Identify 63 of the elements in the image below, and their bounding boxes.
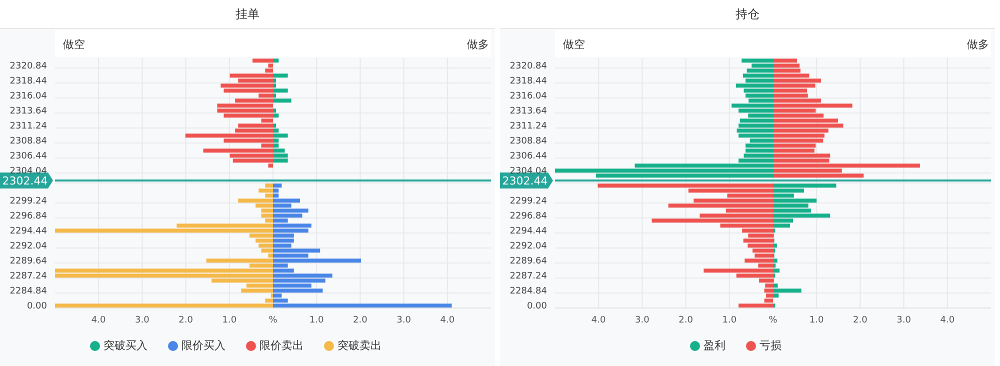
x-tick-label: 4.0 (91, 315, 106, 326)
y-tick-label: 2302.44 (2, 174, 48, 188)
bar (273, 58, 279, 63)
y-tick-label: 2294.44 (510, 226, 548, 237)
x-tick-label: % (768, 315, 778, 326)
x-tick-label: 1.0 (222, 315, 237, 326)
x-tick-label: 3.0 (635, 315, 650, 326)
x-tick-label: % (268, 315, 278, 326)
y-tick-label: 2287.24 (510, 272, 548, 282)
y-tick-label: 2316.04 (10, 92, 48, 102)
y-tick-label: 2289.64 (510, 256, 548, 267)
x-tick-label: 1.0 (722, 315, 737, 326)
y-tick-label: 2284.84 (10, 286, 48, 297)
y-tick-label: 2299.24 (10, 196, 48, 207)
legend-label: 限价买入 (182, 339, 226, 352)
y-tick-label: 2292.04 (10, 242, 48, 252)
y-tick-label: 2313.64 (10, 106, 48, 117)
y-tick-label: 2292.04 (510, 242, 548, 252)
y-tick-label: 2302.44 (502, 174, 548, 188)
y-tick-label: 2308.84 (10, 136, 48, 147)
y-tick-label: 2299.24 (510, 196, 548, 207)
y-tick-label: 2318.44 (510, 76, 548, 87)
y-tick-label: 2296.84 (510, 212, 548, 222)
legend-label: 突破卖出 (338, 339, 382, 352)
x-tick-label: 1.0 (309, 315, 324, 326)
y-tick-label: 2311.24 (510, 122, 548, 132)
text: 做空 (563, 37, 585, 52)
y-tick-label: 2311.24 (10, 122, 48, 132)
x-tick-label: 2.0 (178, 315, 194, 326)
y-tick-label: 2318.44 (10, 76, 48, 87)
x-tick-label: 3.0 (896, 315, 912, 326)
x-tick-label: 1.0 (809, 315, 824, 326)
legend-label: 亏损 (760, 339, 782, 352)
text: 做多 (467, 37, 489, 52)
x-tick-label: 2.0 (678, 315, 694, 326)
y-tick-label: 2296.84 (10, 212, 48, 222)
chart-title: 持仓 (500, 0, 995, 29)
x-tick-label: 2.0 (853, 315, 868, 326)
y-tick-label: 2306.44 (10, 152, 48, 162)
text: 做空 (63, 37, 85, 52)
legend-label: 限价卖出 (260, 339, 304, 352)
y-tick-label: 2306.44 (510, 152, 548, 162)
y-tick-label: 2289.64 (10, 256, 48, 267)
legend-label: 突破买入 (104, 339, 148, 352)
legend-label: 盈利 (704, 339, 726, 352)
x-tick-label: 3.0 (135, 315, 150, 326)
x-tick-label: 4.0 (440, 315, 455, 326)
y-tick-label: 2313.64 (510, 106, 548, 117)
y-tick-label: 0.00 (26, 302, 48, 312)
x-tick-label: 2.0 (353, 315, 368, 326)
x-tick-label: 4.0 (940, 315, 955, 326)
y-tick-label: 2316.04 (510, 92, 548, 102)
x-tick-label: 3.0 (396, 315, 412, 326)
x-tick-label: 4.0 (591, 315, 606, 326)
y-tick-label: 2320.84 (510, 62, 548, 72)
y-tick-label: 2287.24 (10, 272, 48, 282)
y-tick-label: 2320.84 (10, 62, 48, 72)
y-tick-label: 0.00 (526, 302, 548, 312)
y-tick-label: 2308.84 (510, 136, 548, 147)
chart-title: 挂单 (0, 0, 495, 29)
y-tick-label: 2294.44 (10, 226, 48, 237)
y-tick-label: 2284.84 (510, 286, 548, 297)
text: 做多 (967, 37, 989, 52)
